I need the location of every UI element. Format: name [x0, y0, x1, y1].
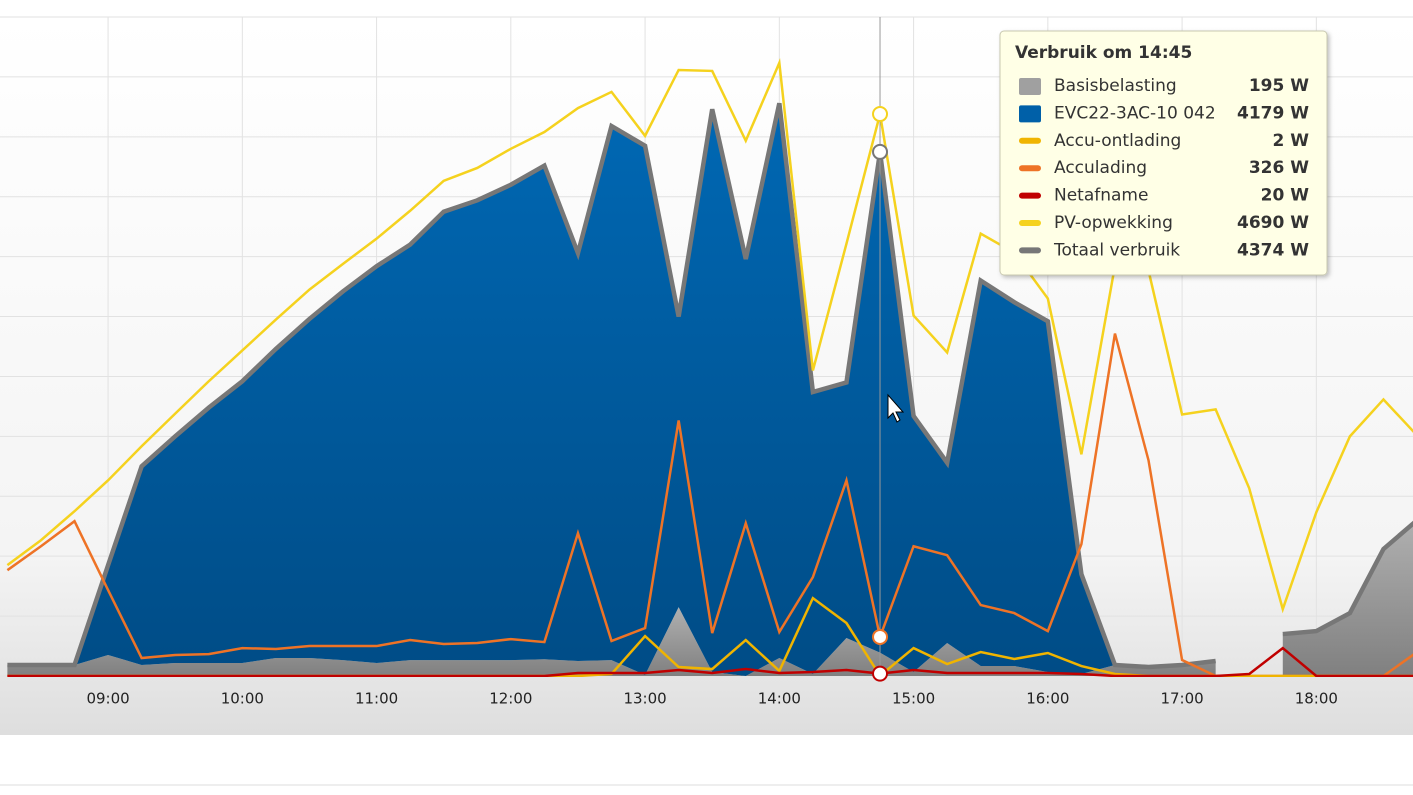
- area: [7, 103, 1216, 676]
- legend-swatch: [1019, 105, 1041, 123]
- legend-label: EVC22-3AC-10 042: [1054, 103, 1216, 123]
- x-tick-label: 17:00: [1160, 690, 1203, 708]
- tooltip-value: 326 W: [1249, 158, 1309, 178]
- x-tick-label: 15:00: [892, 690, 935, 708]
- line: [6, 58, 1413, 614]
- hover-marker: [872, 143, 889, 160]
- tooltip-value: 20 W: [1261, 186, 1310, 206]
- x-tick-label: 14:00: [758, 690, 801, 708]
- legend-swatch: [1019, 220, 1041, 226]
- tooltip-value: 4374 W: [1237, 240, 1309, 260]
- line: [6, 333, 1413, 677]
- legend-swatch: [1019, 247, 1041, 254]
- x-tick-label: 10:00: [221, 690, 264, 708]
- tooltip-value: 4179 W: [1237, 103, 1309, 123]
- tooltip-value: 195 W: [1249, 76, 1309, 96]
- legend-swatch: [1019, 165, 1041, 172]
- hover-marker: [872, 106, 889, 123]
- legend-label: Accu-ontlading: [1054, 131, 1181, 151]
- tooltip: Verbruik om 14:45 Basisbelasting 195 W EVC2…: [999, 30, 1328, 276]
- mouse-cursor: [887, 393, 905, 423]
- line: [7, 646, 1413, 677]
- hover-markers: [872, 17, 889, 682]
- legend-label: Netafname: [1054, 186, 1148, 206]
- x-tick-label: 13:00: [623, 690, 666, 708]
- x-tick-label: 12:00: [489, 690, 532, 708]
- x-tick-label: 09:00: [86, 690, 129, 708]
- legend-swatch: [1019, 192, 1041, 199]
- line: [1282, 520, 1413, 637]
- legend-label: Basisbelasting: [1054, 76, 1177, 96]
- hover-marker: [872, 628, 889, 645]
- x-tick-label: 16:00: [1026, 690, 1069, 708]
- legend-swatch: [1019, 137, 1041, 144]
- tooltip-title: Verbruik om 14:45: [1015, 43, 1192, 63]
- x-tick-label: 11:00: [355, 690, 398, 708]
- hover-marker: [872, 665, 889, 682]
- legend-swatch: [1019, 78, 1041, 95]
- legend-label: Totaal verbruik: [1053, 240, 1180, 260]
- tooltip-value: 2 W: [1273, 131, 1310, 151]
- legend-label: PV-opwekking: [1054, 213, 1173, 233]
- series-layer: [6, 58, 1413, 677]
- line: [7, 102, 1216, 670]
- area: [7, 607, 1216, 676]
- tooltip-value: 4690 W: [1237, 213, 1309, 233]
- legend-label: Acculading: [1054, 158, 1147, 178]
- tooltip-box: [999, 30, 1328, 276]
- x-tick-label: 18:00: [1295, 690, 1338, 708]
- x-axis: 09:00 10:00 11:00 12:00 13:00 14:00 15:00 16:00…: [86, 690, 1338, 708]
- area: [1282, 523, 1413, 676]
